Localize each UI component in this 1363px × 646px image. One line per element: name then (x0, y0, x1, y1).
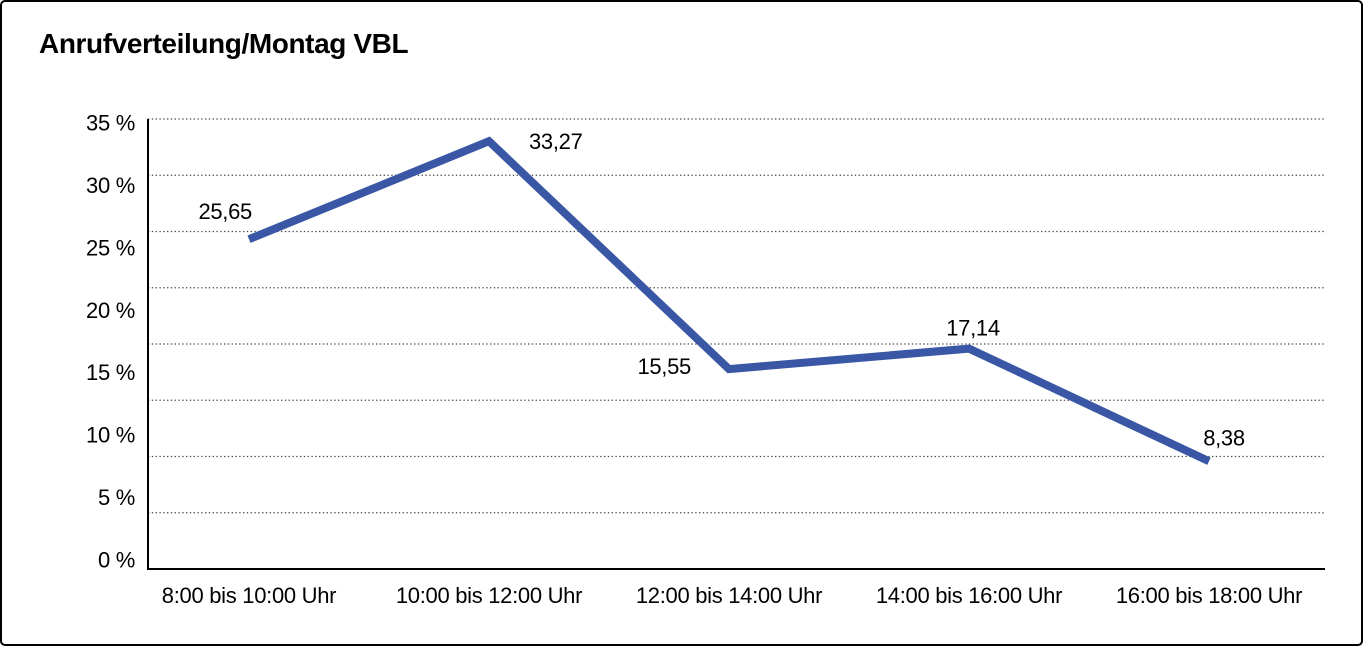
x-axis-category-label: 16:00 bis 18:00 Uhr (1116, 583, 1302, 608)
data-value-label: 15,55 (637, 354, 691, 379)
y-axis-tick-label: 5 % (98, 485, 135, 510)
data-value-label: 33,27 (529, 129, 583, 154)
series-line (247, 136, 1211, 465)
x-axis-category-label: 10:00 bis 12:00 Uhr (396, 583, 582, 608)
data-value-label: 17,14 (946, 316, 1000, 341)
axis-lines (147, 119, 1325, 570)
x-axis-category-label: 14:00 bis 16:00 Uhr (876, 583, 1062, 608)
y-axis-tick-label: 25 % (86, 235, 135, 260)
x-axis-category-label: 12:00 bis 14:00 Uhr (636, 583, 822, 608)
data-value-label: 8,38 (1203, 425, 1245, 450)
y-axis-tick-label: 35 % (86, 111, 135, 136)
y-axis-tick-label: 15 % (86, 360, 135, 385)
chart-title: Anrufverteilung/Montag VBL (39, 28, 409, 59)
y-axis-tick-label: 0 % (98, 548, 135, 573)
y-axis-tick-label: 30 % (86, 173, 135, 198)
x-axis-category-label: 8:00 bis 10:00 Uhr (162, 583, 336, 608)
data-value-label: 25,65 (198, 199, 252, 224)
y-axis-tick-label: 10 % (86, 423, 135, 448)
y-axis-tick-label: 20 % (86, 298, 135, 323)
